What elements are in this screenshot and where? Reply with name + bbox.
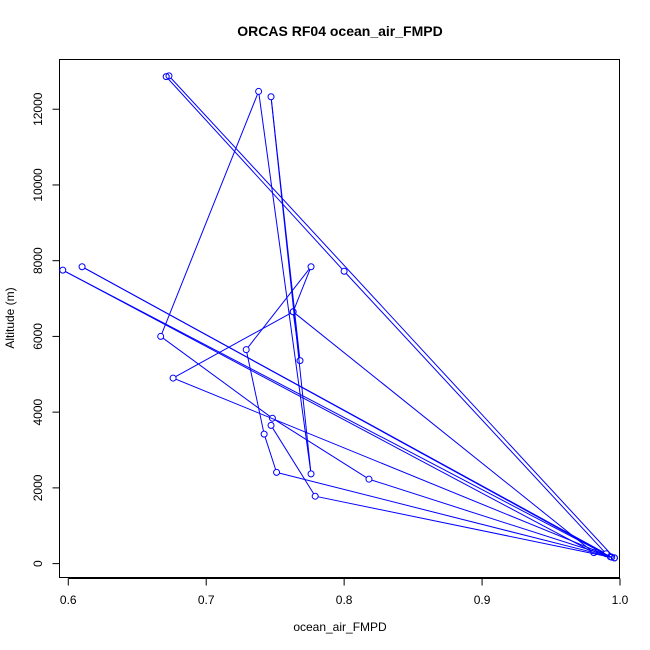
series-segment (258, 94, 312, 471)
data-point (59, 266, 67, 274)
data-point (267, 93, 275, 101)
series-segment (246, 352, 265, 432)
series-segment (170, 77, 613, 557)
data-point (608, 553, 616, 561)
data-point (311, 492, 319, 500)
data-point (307, 263, 315, 271)
series-segment (345, 273, 605, 552)
y-tick-label: 4000 (31, 398, 45, 425)
series-layer (59, 72, 618, 562)
y-tick-label: 6000 (31, 323, 45, 350)
data-point (165, 72, 173, 80)
series-segment (371, 479, 612, 558)
data-point (289, 308, 297, 316)
series-segment (65, 271, 608, 556)
series-segment (167, 78, 343, 270)
y-tick-label: 2000 (31, 474, 45, 501)
x-axis-label: ocean_air_FMPD (293, 620, 387, 634)
chart-title: ORCAS RF04 ocean_air_FMPD (237, 23, 442, 39)
series-segment (270, 99, 312, 471)
y-tick-label: 10000 (31, 168, 45, 202)
x-tick-label: 0.6 (60, 593, 77, 607)
y-axis: 0 2000 4000 6000 8000 10000 12000 (31, 92, 60, 567)
data-point (268, 414, 276, 422)
series-segment (162, 337, 271, 417)
series-segment (175, 378, 610, 557)
data-point (365, 475, 373, 483)
x-tick-label: 1.0 (612, 593, 629, 607)
y-axis-label: Altitude (m) (3, 287, 17, 348)
series-segment (264, 436, 277, 470)
series-segment (175, 312, 291, 378)
data-point (255, 87, 263, 95)
data-point (162, 73, 170, 81)
x-tick-label: 0.8 (336, 593, 353, 607)
series-segment (84, 267, 608, 556)
series-segment (65, 271, 592, 552)
data-point (260, 430, 268, 438)
series-segment (272, 427, 315, 494)
series-segment (279, 472, 609, 557)
y-tick-label: 12000 (31, 92, 45, 126)
data-point (169, 374, 177, 382)
data-point (296, 357, 304, 365)
x-tick-label: 0.7 (198, 593, 215, 607)
data-point (590, 549, 598, 557)
data-point (273, 468, 281, 476)
data-point (610, 554, 618, 562)
data-point (307, 470, 315, 478)
series-segment (274, 419, 367, 478)
x-tick-label: 0.9 (474, 593, 491, 607)
series-segment (161, 94, 258, 334)
y-tick-label: 8000 (31, 247, 45, 274)
series-segment (247, 268, 310, 348)
data-point (340, 267, 348, 275)
data-point (242, 346, 250, 354)
data-point (78, 263, 86, 271)
series-segment (293, 269, 311, 310)
y-tick-label: 0 (31, 560, 45, 567)
series-segment (295, 313, 592, 552)
series-segment (318, 496, 612, 558)
x-axis: 0.6 0.7 0.8 0.9 1.0 (60, 578, 629, 607)
data-point (267, 421, 275, 429)
data-point (157, 332, 165, 340)
